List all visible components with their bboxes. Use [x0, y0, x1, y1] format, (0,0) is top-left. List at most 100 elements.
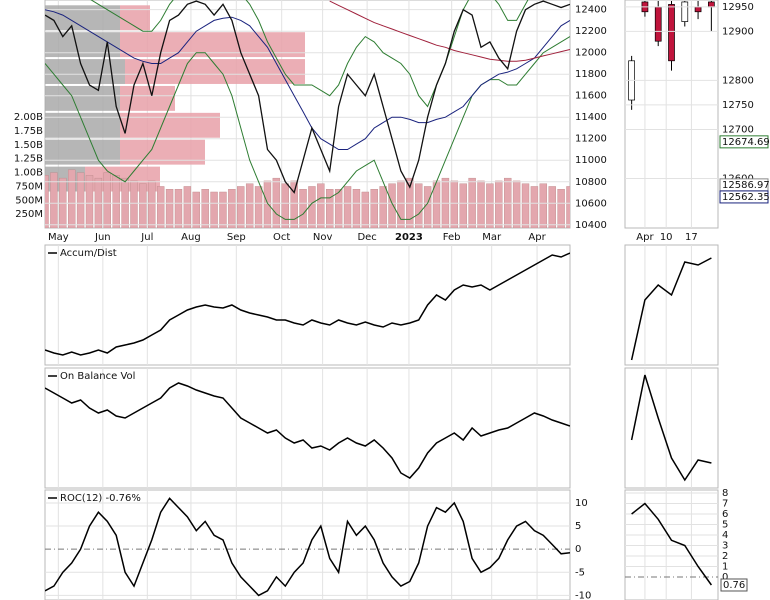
candle-body — [694, 6, 702, 13]
volume-bar — [50, 172, 58, 228]
series-line — [630, 374, 712, 482]
y-tick-label: 4 — [722, 530, 728, 541]
x-tick-label: Aug — [181, 232, 201, 243]
y-tick-label: 5 — [575, 521, 581, 532]
y-tick-label: 11600 — [575, 91, 607, 102]
y-tick-label: 10400 — [575, 220, 607, 231]
volume-bar — [112, 175, 120, 228]
y-tick-label: 7 — [722, 499, 728, 510]
x-tick-label: Jul — [140, 232, 153, 243]
y-tick-label: 12700 — [722, 124, 754, 135]
volume-bar — [192, 191, 200, 228]
volume-bar — [210, 191, 218, 228]
x-tick-label: May — [48, 232, 69, 243]
x-tick-label: Feb — [443, 232, 461, 243]
zoom-price-panel — [624, 0, 719, 229]
volume-bar — [76, 172, 85, 228]
y-tick-label: 11800 — [575, 69, 607, 80]
y-tick-label: 12750 — [722, 100, 754, 111]
price-tag-label: 12562.35 — [722, 192, 770, 203]
price-tag — [719, 190, 769, 204]
roc-panel — [44, 489, 571, 600]
lines — [630, 374, 712, 482]
series-line — [45, 9, 570, 150]
volume-bar — [165, 189, 174, 228]
volume-bar — [245, 183, 254, 228]
x-tick-label: Sep — [227, 232, 246, 243]
candle-body — [654, 6, 662, 42]
volume-bar — [45, 175, 49, 228]
candles — [628, 0, 715, 110]
y-tick-label: 1.00B — [14, 168, 43, 179]
value-label: 0.76 — [723, 580, 745, 591]
zoom-ad-panel — [624, 244, 719, 366]
price-tag — [719, 135, 769, 149]
volume-bar — [423, 186, 432, 228]
y-tick-label: 0 — [722, 572, 728, 583]
volume-bar — [512, 180, 521, 228]
panel-title: On Balance Vol — [60, 371, 135, 382]
x-tick-label: Oct — [273, 232, 290, 243]
y-tick-label: 0 — [575, 544, 581, 555]
y-tick-label: 8 — [722, 488, 728, 499]
volume-bar — [521, 183, 530, 228]
y-tick-label: 750M — [15, 181, 43, 192]
price-tag-label: 12674.69 — [722, 137, 770, 148]
y-tick-label: 10600 — [575, 198, 607, 209]
y-tick-label: 12800 — [722, 75, 754, 86]
series-line — [631, 502, 713, 586]
y-tick-label: 1.50B — [14, 140, 43, 151]
y-tick-label: 11000 — [575, 155, 607, 166]
volume-bar — [539, 183, 548, 228]
y-tick-label: 10 — [575, 498, 588, 509]
volume-by-price — [45, 5, 305, 192]
x-tick-label: Jun — [94, 232, 111, 243]
vbp-bar — [45, 85, 120, 111]
y-tick-label: 250M — [15, 209, 43, 220]
volume-bar — [219, 191, 227, 228]
volume-bar — [281, 183, 289, 228]
vbp-bar — [45, 112, 120, 138]
volume-bar — [477, 180, 485, 228]
x-tick-label: 10 — [660, 232, 673, 243]
y-tick-label: 12400 — [575, 5, 607, 16]
vbp-bar — [45, 139, 120, 165]
volume-bar — [566, 186, 570, 228]
volume-bar — [548, 186, 556, 228]
volume-bar — [130, 180, 138, 228]
volume-bar — [67, 169, 76, 228]
volume-bar — [334, 189, 343, 228]
vbp-bar — [120, 112, 220, 138]
series-line — [630, 257, 712, 361]
vbp-bar — [125, 59, 305, 84]
y-tick-label: 5 — [722, 520, 728, 531]
volume-bar — [156, 186, 165, 228]
volume-bar — [228, 189, 236, 228]
panel-title: ROC(12) -0.76% — [60, 493, 141, 504]
series-line — [45, 252, 570, 356]
vbp-bar — [120, 85, 175, 111]
vbp-bar — [120, 139, 205, 165]
volume-bar — [370, 189, 378, 228]
volume-bar — [495, 180, 503, 228]
y-tick-label: 12950 — [722, 2, 754, 13]
volume-bar — [486, 183, 494, 228]
volume-bar — [388, 183, 396, 228]
candle-body — [681, 1, 689, 22]
volume-bar — [103, 172, 111, 228]
volume-bar — [379, 186, 387, 228]
volume-bar — [557, 189, 565, 228]
volume-bar — [326, 189, 334, 228]
y-tick-label: 11200 — [575, 134, 607, 145]
x-tick-label: 2023 — [395, 232, 423, 243]
vbp-bar — [120, 32, 305, 58]
volume-bar — [183, 186, 192, 228]
x-tick-label: Dec — [357, 232, 376, 243]
series-line — [45, 382, 570, 479]
volume-bar — [174, 189, 183, 228]
y-tick-label: -10 — [575, 590, 591, 600]
zoom-obv-panel — [624, 367, 719, 489]
y-tick-label: 500M — [15, 195, 43, 206]
zoom-roc-panel — [624, 489, 719, 600]
